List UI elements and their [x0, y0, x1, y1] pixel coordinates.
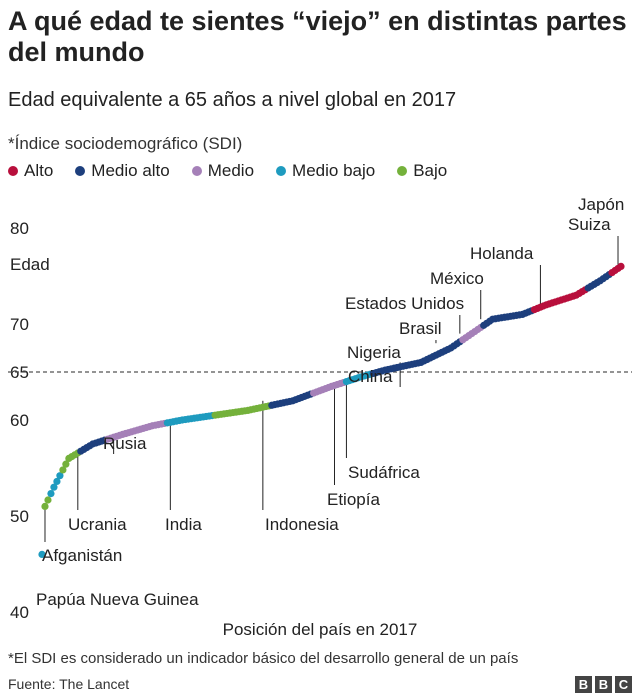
legend-dot-bajo — [397, 166, 408, 176]
legend-item-alto: Alto — [8, 161, 53, 181]
data-point — [38, 550, 46, 558]
legend-title: *Índice sociodemográfico (SDI) — [8, 134, 243, 153]
data-point — [53, 477, 61, 486]
legend-item-medio: Medio — [191, 161, 255, 181]
legend-item-bajo: Bajo — [397, 161, 447, 181]
y-tick-label: 80 — [10, 219, 29, 238]
data-point — [41, 502, 49, 510]
legend: Alto Medio alto Medio Medio bajo Bajo — [8, 161, 469, 181]
country-label: Suiza — [568, 215, 611, 234]
country-label: Ucrania — [68, 515, 127, 534]
data-point — [47, 490, 55, 498]
y-axis-ticks: 40 50 60 65 70 80 — [10, 219, 29, 622]
data-point — [50, 483, 58, 491]
y-tick-label: 50 — [10, 507, 29, 526]
chart-subtitle: Edad equivalente a 65 años a nivel globa… — [8, 89, 457, 111]
legend-label-medio: Medio — [207, 161, 255, 180]
bbc-logo-letter: C — [615, 676, 632, 693]
bbc-logo: B B C — [572, 676, 632, 693]
country-label: Estados Unidos — [345, 294, 464, 313]
country-label: Rusia — [103, 434, 147, 453]
legend-label-medio-bajo: Medio bajo — [292, 161, 376, 180]
legend-dot-alto — [8, 166, 18, 176]
bbc-logo-letter: B — [595, 676, 612, 693]
legend-label-bajo: Bajo — [413, 161, 448, 180]
data-point — [44, 496, 52, 504]
legend-dot-medio-bajo — [276, 166, 287, 176]
country-label: Papúa Nueva Guinea — [36, 590, 199, 609]
data-point — [59, 466, 67, 474]
legend-item-medio-alto: Medio alto — [75, 161, 170, 181]
country-label: Brasil — [399, 319, 442, 338]
country-label: Nigeria — [347, 343, 401, 362]
country-label: Etiopía — [327, 490, 380, 509]
legend-item-medio-bajo: Medio bajo — [276, 161, 375, 181]
country-label: China — [348, 367, 393, 386]
y-tick-label: 60 — [10, 411, 29, 430]
data-point — [617, 262, 625, 270]
scatter-chart: Edad 40 50 60 65 70 80 Papúa Nueva Guinea Afga… — [8, 195, 632, 639]
y-axis-label: Edad — [10, 255, 50, 274]
country-label: Sudáfrica — [348, 463, 420, 482]
data-point — [56, 472, 64, 480]
country-label: Holanda — [470, 244, 534, 263]
country-label: Afganistán — [42, 546, 122, 565]
y-tick-label: 70 — [10, 315, 29, 334]
footnote: *El SDI es considerado un indicador bási… — [8, 650, 519, 667]
country-label: India — [165, 515, 202, 534]
y-tick-label: 65 — [10, 363, 29, 382]
legend-label-medio-alto: Medio alto — [91, 161, 170, 180]
country-label: Indonesia — [265, 515, 339, 534]
legend-label-alto: Alto — [24, 161, 54, 180]
bbc-logo-letter: B — [575, 676, 592, 693]
chart-title: A qué edad te sientes “viejo” en distint… — [8, 6, 627, 67]
country-label: Japón — [578, 195, 624, 214]
x-axis-label: Posición del país en 2017 — [223, 620, 418, 639]
annotation-labels: Papúa Nueva Guinea Afganistán Ucrania Rusia… — [36, 195, 624, 609]
country-label: México — [430, 269, 484, 288]
y-tick-label: 40 — [10, 603, 29, 622]
annotation-leaders — [44, 236, 619, 542]
data-point — [62, 460, 70, 468]
legend-dot-medio-alto — [75, 166, 86, 176]
source-credit: Fuente: The Lancet — [8, 676, 130, 692]
legend-dot-medio — [191, 166, 202, 176]
data-points — [38, 262, 625, 558]
